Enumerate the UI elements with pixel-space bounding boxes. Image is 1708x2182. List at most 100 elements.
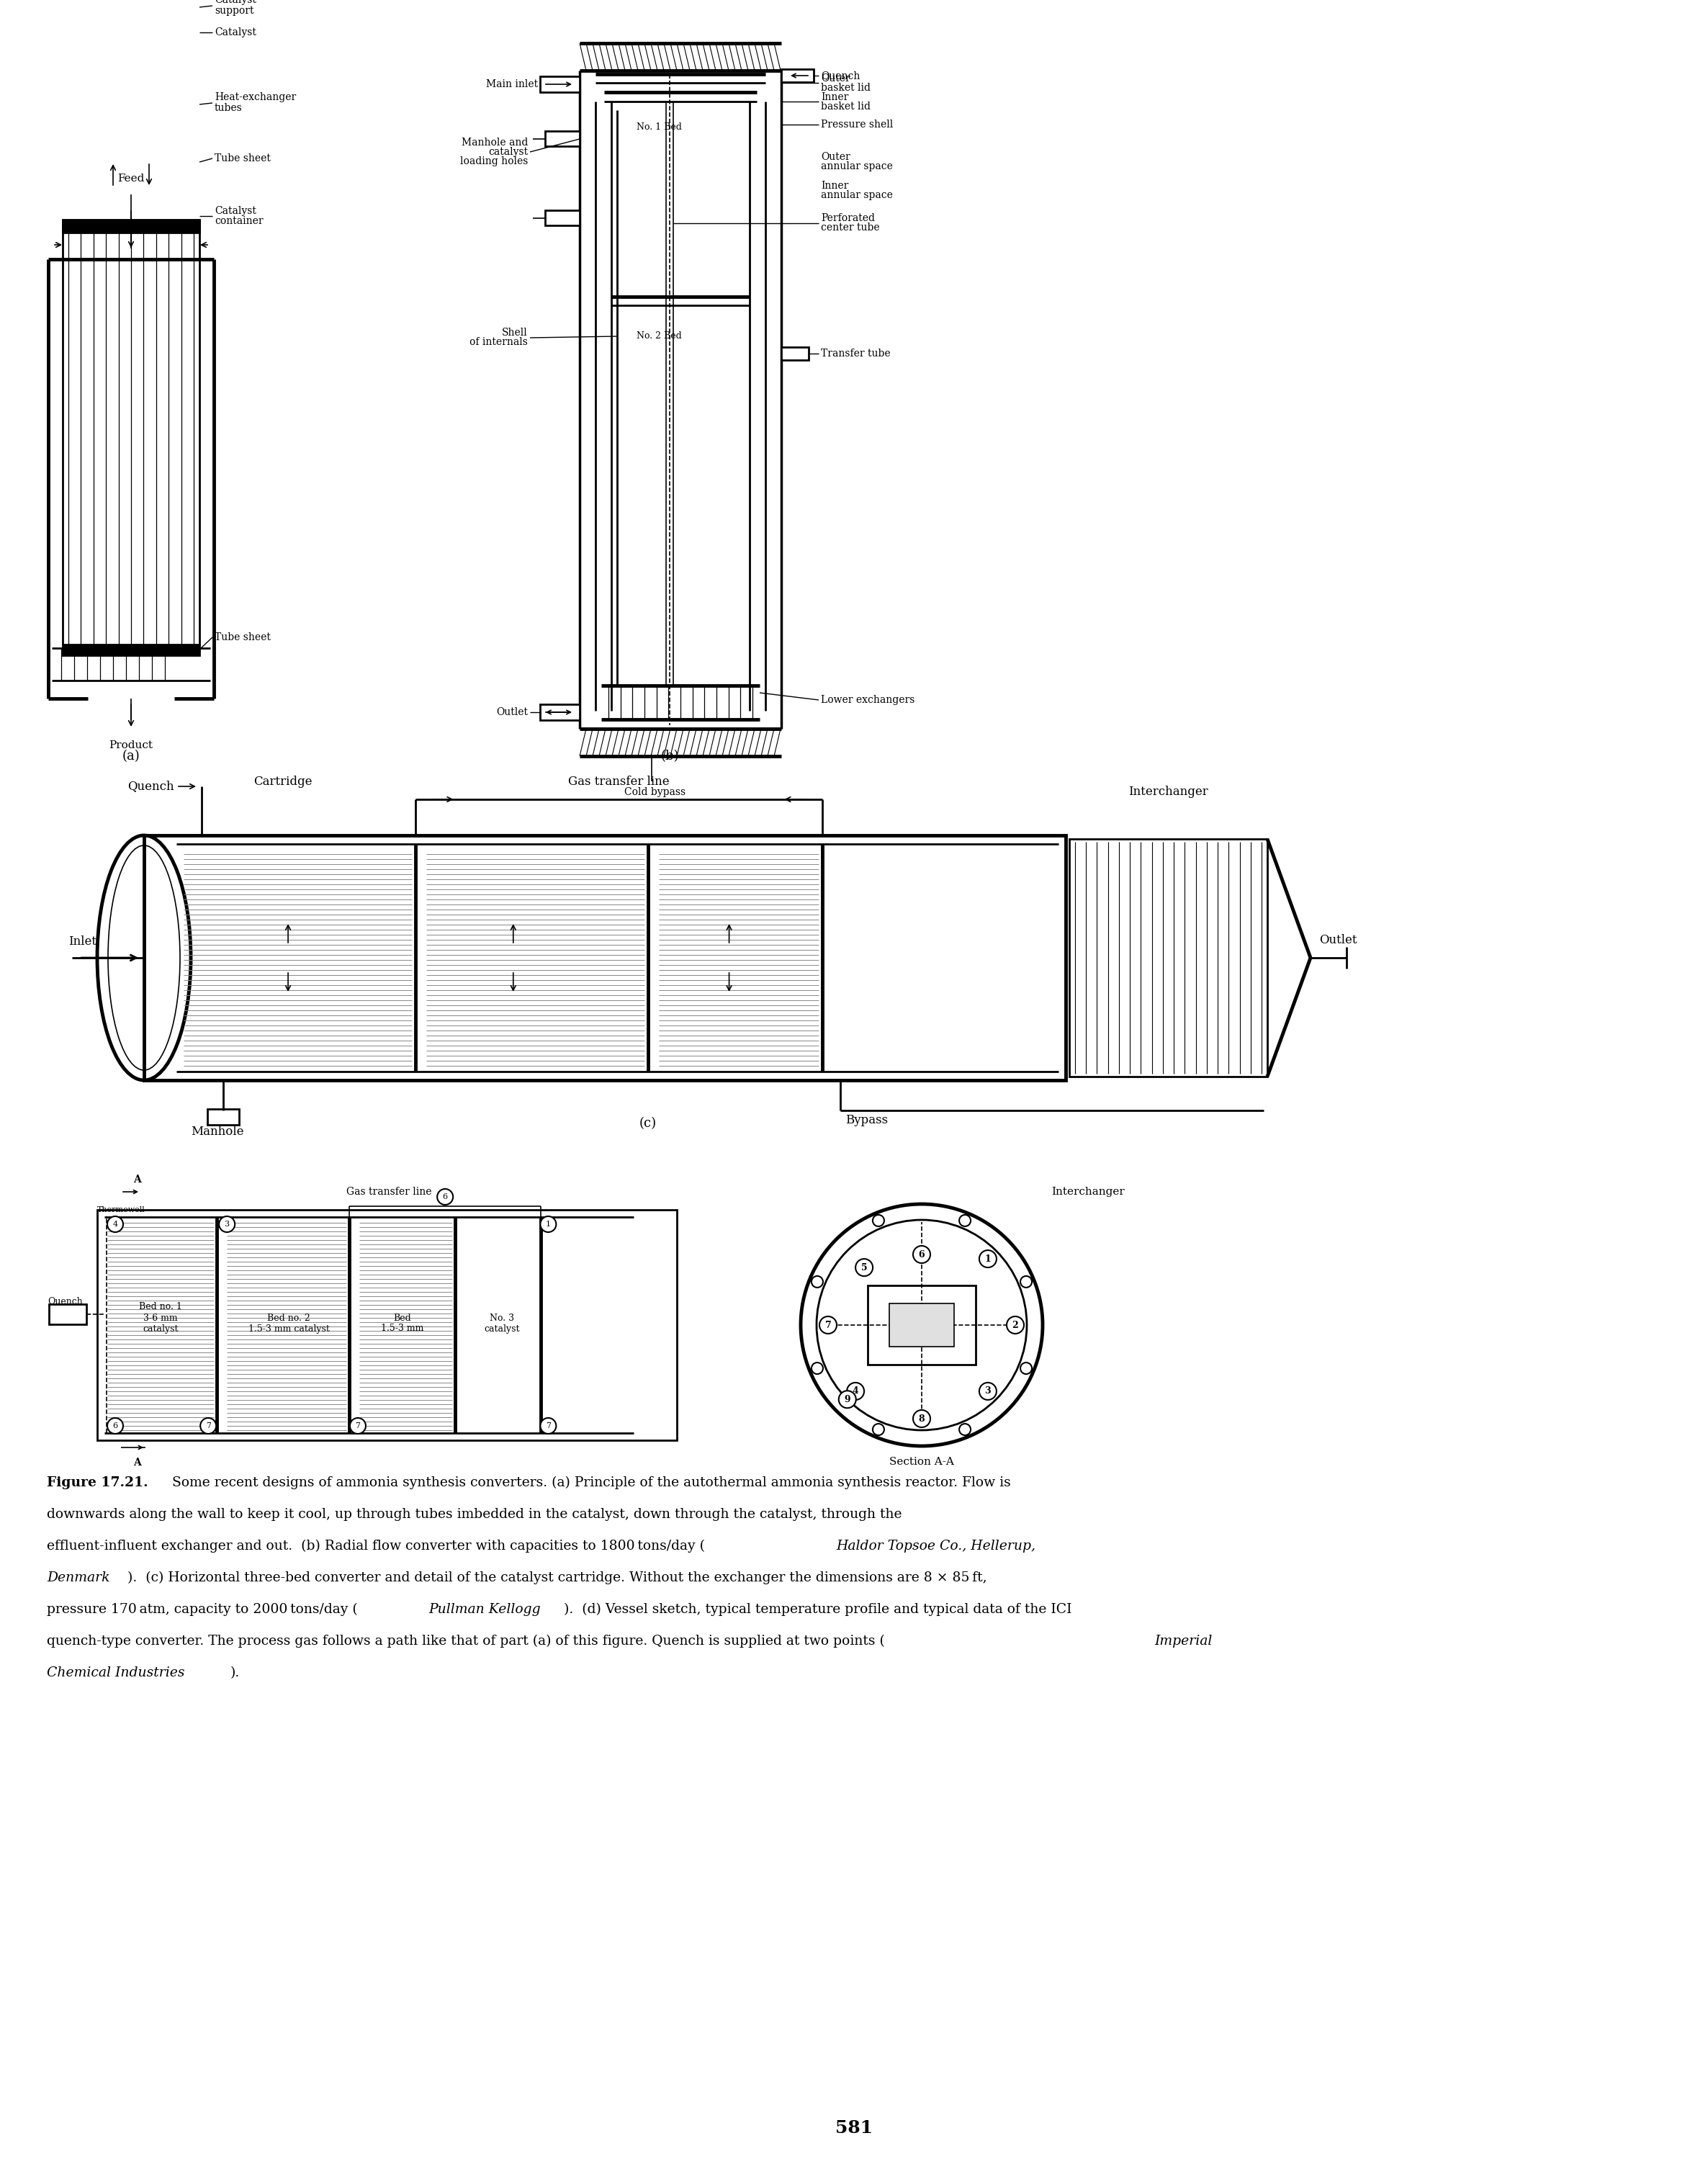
Text: 6: 6 [919, 1250, 924, 1259]
Text: Quench: Quench [128, 781, 174, 792]
Text: Denmark: Denmark [46, 1571, 109, 1584]
Text: Tube sheet: Tube sheet [215, 153, 270, 164]
Text: 3: 3 [224, 1220, 229, 1228]
Text: Catalyst: Catalyst [215, 205, 256, 216]
Text: Main inlet: Main inlet [487, 79, 538, 89]
Text: No. 2 Bed: No. 2 Bed [637, 332, 681, 340]
Text: 7: 7 [825, 1320, 832, 1329]
Text: downwards along the wall to keep it cool, up through tubes imbedded in the catal: downwards along the wall to keep it cool… [46, 1508, 902, 1521]
Text: Lower exchangers: Lower exchangers [822, 694, 915, 705]
Text: 8: 8 [919, 1414, 924, 1423]
Text: (b): (b) [661, 751, 678, 764]
Text: effluent-influent exchanger and out.  (b) Radial flow converter with capacities : effluent-influent exchanger and out. (b)… [46, 1540, 705, 1554]
Text: Inner: Inner [822, 181, 849, 190]
Text: (a): (a) [123, 751, 140, 764]
Text: Interchanger: Interchanger [1129, 786, 1208, 799]
Text: Outlet: Outlet [1319, 934, 1356, 945]
Circle shape [820, 1316, 837, 1333]
Text: 1: 1 [986, 1255, 991, 1263]
Text: 4: 4 [113, 1220, 118, 1228]
Text: Cartridge: Cartridge [253, 775, 313, 788]
Circle shape [856, 1259, 873, 1276]
Text: Heat-exchanger: Heat-exchanger [215, 92, 295, 103]
Text: annular space: annular space [822, 161, 893, 172]
Text: ).  (d) Vessel sketch, typical temperature profile and typical data of the ICI: ). (d) Vessel sketch, typical temperatur… [564, 1604, 1073, 1617]
Text: Tube sheet: Tube sheet [215, 633, 270, 642]
Bar [545, 131, 579, 146]
Circle shape [914, 1246, 931, 1263]
Text: Feed: Feed [118, 175, 145, 183]
Text: Quench: Quench [48, 1296, 82, 1307]
Bar [781, 70, 813, 83]
Text: of internals: of internals [470, 336, 528, 347]
Text: Gas transfer line: Gas transfer line [347, 1187, 432, 1198]
Circle shape [437, 1189, 453, 1204]
Text: Perforated: Perforated [822, 214, 874, 223]
Circle shape [839, 1390, 856, 1407]
Bar [540, 705, 579, 720]
Text: Some recent designs of ammonia synthesis converters. (a) Principle of the autoth: Some recent designs of ammonia synthesis… [167, 1477, 1011, 1490]
Circle shape [108, 1215, 123, 1233]
Text: 7: 7 [547, 1423, 550, 1429]
Text: Pullman Kellogg: Pullman Kellogg [429, 1604, 540, 1617]
Text: Manhole: Manhole [191, 1126, 244, 1139]
Text: Catalyst: Catalyst [215, 0, 256, 4]
Text: 4: 4 [852, 1386, 859, 1396]
Circle shape [847, 1383, 864, 1401]
Text: 6: 6 [442, 1194, 447, 1200]
Text: quench-type converter. The process gas follows a path like that of part (a) of t: quench-type converter. The process gas f… [46, 1634, 885, 1647]
Text: 7: 7 [355, 1423, 360, 1429]
Circle shape [979, 1383, 996, 1401]
Bar [545, 209, 579, 225]
Text: Bypass: Bypass [845, 1113, 888, 1126]
Circle shape [811, 1362, 823, 1375]
Text: catalyst: catalyst [488, 146, 528, 157]
Text: Outer: Outer [822, 74, 851, 83]
Circle shape [1020, 1362, 1032, 1375]
Circle shape [873, 1215, 885, 1226]
Text: 2: 2 [1013, 1320, 1018, 1329]
Text: Cold bypass: Cold bypass [625, 788, 687, 796]
Text: annular space: annular space [822, 190, 893, 201]
Text: ).  (c) Horizontal three-bed converter and detail of the catalyst cartridge. Wit: ). (c) Horizontal three-bed converter an… [128, 1571, 987, 1584]
Text: Inlet: Inlet [68, 936, 96, 947]
Text: Bed no. 1: Bed no. 1 [138, 1303, 183, 1311]
Text: Interchanger: Interchanger [1052, 1187, 1124, 1198]
Bar [50, 1305, 87, 1324]
Text: Product: Product [109, 740, 154, 751]
Text: tubes: tubes [215, 103, 243, 113]
Text: Bed: Bed [393, 1314, 412, 1322]
Text: Bed no. 2: Bed no. 2 [266, 1314, 311, 1322]
Text: Chemical Industries: Chemical Industries [46, 1667, 184, 1680]
Text: 9: 9 [844, 1394, 851, 1403]
Circle shape [873, 1423, 885, 1436]
Circle shape [108, 1418, 123, 1434]
Text: basket lid: basket lid [822, 103, 871, 111]
Text: Gas transfer line: Gas transfer line [569, 775, 670, 788]
Text: Quench: Quench [822, 70, 861, 81]
Circle shape [914, 1410, 931, 1427]
Circle shape [350, 1418, 366, 1434]
Text: support: support [215, 7, 254, 15]
Text: A: A [133, 1174, 140, 1185]
Text: Manhole and: Manhole and [461, 137, 528, 148]
Bar [97, 1209, 676, 1440]
Circle shape [200, 1418, 217, 1434]
Text: Shell: Shell [502, 327, 528, 338]
Circle shape [960, 1215, 970, 1226]
Text: 3-6 mm: 3-6 mm [143, 1314, 178, 1322]
Text: catalyst: catalyst [483, 1324, 519, 1333]
Text: 581: 581 [835, 2119, 873, 2136]
Bar [1069, 838, 1267, 1076]
Bar [207, 1108, 239, 1126]
Circle shape [811, 1276, 823, 1287]
Text: center tube: center tube [822, 223, 880, 233]
Text: 1: 1 [545, 1220, 550, 1228]
Bar [781, 347, 808, 360]
Bar [868, 1285, 975, 1364]
Text: basket lid: basket lid [822, 83, 871, 94]
Text: loading holes: loading holes [459, 157, 528, 166]
Text: Inner: Inner [822, 92, 849, 103]
Text: Pressure shell: Pressure shell [822, 120, 893, 129]
Text: Transfer tube: Transfer tube [822, 349, 890, 358]
